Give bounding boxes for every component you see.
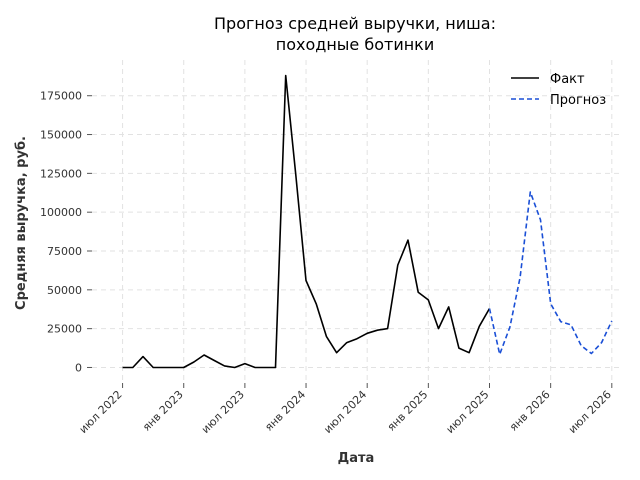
y-tick-label: 75000 xyxy=(47,245,82,258)
chart-title-line2: походные ботинки xyxy=(276,35,435,54)
x-tick-label: янв 2025 xyxy=(385,388,431,434)
y-tick-label: 50000 xyxy=(47,284,82,297)
x-tick-label: янв 2026 xyxy=(507,388,553,434)
y-tick-label: 0 xyxy=(75,361,82,374)
y-tick-label: 175000 xyxy=(40,90,82,103)
plot-area xyxy=(122,74,613,369)
legend-label: Прогноз xyxy=(550,93,606,108)
series-line-actual xyxy=(122,74,491,369)
grid xyxy=(92,60,622,383)
y-tick-label: 125000 xyxy=(40,167,82,180)
series-line-forecast xyxy=(488,191,613,356)
x-axis: июл 2022 янв 2023 июл 2023 янв 2024 июл 2024… xyxy=(77,383,614,436)
y-tick-label: 100000 xyxy=(40,206,82,219)
legend-label: Факт xyxy=(550,72,585,87)
x-tick-label: июл 2025 xyxy=(444,388,492,436)
x-tick-label: янв 2023 xyxy=(140,388,186,434)
legend: Факт Прогноз xyxy=(511,72,606,108)
y-axis: 0 25000 50000 75000 100000 125000 150000 175000 xyxy=(40,90,92,374)
chart-title-line1: Прогноз средней выручки, ниша: xyxy=(214,14,496,33)
y-tick-label: 150000 xyxy=(40,129,82,142)
x-tick-label: июл 2026 xyxy=(566,388,614,436)
y-tick-label: 25000 xyxy=(47,323,82,336)
x-axis-label: Дата xyxy=(338,451,375,466)
x-tick-label: июл 2024 xyxy=(321,388,369,436)
x-tick-label: июл 2022 xyxy=(77,388,125,436)
x-tick-label: июл 2023 xyxy=(199,388,247,436)
y-axis-label: Средняя выручка, руб. xyxy=(14,136,29,310)
x-tick-label: янв 2024 xyxy=(262,388,308,434)
